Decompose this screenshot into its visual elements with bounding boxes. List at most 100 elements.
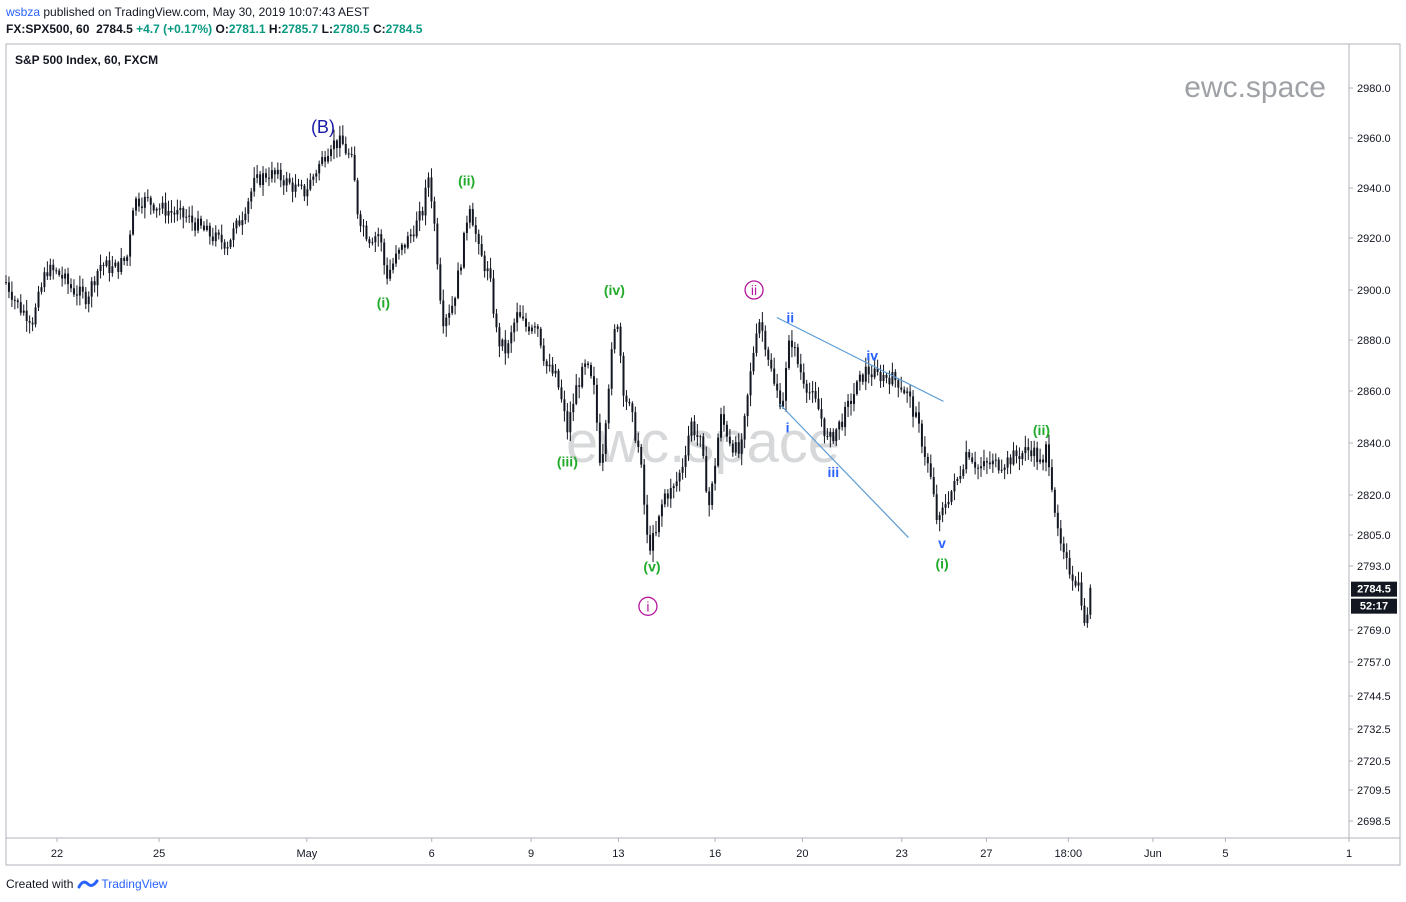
candle [590,362,593,379]
open-value: 2781.1 [228,22,266,36]
candle [787,335,790,370]
wave-circle [744,280,764,300]
candle [55,267,58,275]
candle [1047,434,1050,477]
y-tick-label: 2960.0 [1357,133,1391,145]
candle [864,357,867,391]
close-value: 2784.5 [385,22,423,36]
candle [663,489,666,508]
wave-label: (i) [377,295,390,311]
candle [699,434,702,447]
candle [637,432,640,453]
candle [465,215,468,241]
wave-label: (ii) [1033,422,1050,438]
candle [539,326,542,349]
candle [525,312,528,332]
candle [891,362,894,387]
candle [932,467,935,497]
candle [1077,571,1080,592]
candle [968,449,971,460]
candle [406,231,409,250]
open-label: O: [215,22,229,36]
wave-label: v [938,535,946,551]
candle [690,417,693,442]
candle [1053,487,1056,518]
high-value: 2785.7 [281,22,319,36]
author-link[interactable]: wsbza [6,5,41,19]
y-tick-label: 2900.0 [1357,285,1391,297]
candle [507,339,510,359]
candle [941,502,944,523]
candles [5,125,1092,628]
candle [616,324,619,333]
candle [486,261,489,281]
candle [149,195,152,215]
candle [581,362,584,389]
candle [140,197,143,214]
y-tick-label: 2840.0 [1357,438,1391,450]
candle [259,170,262,188]
candle [584,359,587,375]
candle [58,268,61,277]
candle [985,457,988,475]
candle [400,242,403,256]
candle [217,229,220,240]
candle [504,330,507,365]
candle [513,318,516,342]
candle [185,209,188,223]
chart-title: S&P 500 Index, 60, FXCM [15,53,158,67]
close-label: C: [373,22,386,36]
candle [820,398,823,427]
trendline[interactable] [776,316,944,402]
candle [167,200,170,224]
candle [660,499,663,527]
candle [903,386,906,395]
candle [649,525,652,555]
wave-label: i [786,420,790,436]
candle [454,296,457,315]
candle [832,428,835,444]
candle [548,353,551,372]
candle [312,173,315,186]
candle [445,313,448,337]
candle [894,369,897,388]
candle [214,225,217,247]
candle [262,166,265,196]
candle [776,373,779,399]
y-tick-label: 2820.0 [1357,490,1391,502]
candle [191,205,194,231]
candle [1021,450,1024,466]
candle [10,281,13,307]
candle [912,390,915,428]
candle [197,210,200,234]
candle [678,469,681,492]
tradingview-link[interactable]: TradingView [101,877,168,891]
candle [49,258,52,280]
candle [1059,519,1062,551]
wave-label: (B) [311,117,335,137]
candle [622,352,625,407]
candle [755,323,758,357]
candle [796,343,799,368]
tradingview-logo-icon [77,879,99,889]
candle [610,342,613,396]
candle [974,451,977,475]
candle [194,217,197,237]
candle [708,487,711,517]
candle [702,433,705,459]
candle [188,206,191,224]
x-tick-label: 16 [709,848,721,860]
candle [604,419,607,462]
candle [530,324,533,335]
candle [740,433,743,466]
candle [291,177,294,203]
candle [22,304,25,316]
candle [628,398,631,407]
candle [1074,576,1077,588]
candle [81,278,84,299]
candle [418,201,421,232]
candle [519,304,522,319]
trendline[interactable] [779,403,909,538]
candle [675,471,678,492]
